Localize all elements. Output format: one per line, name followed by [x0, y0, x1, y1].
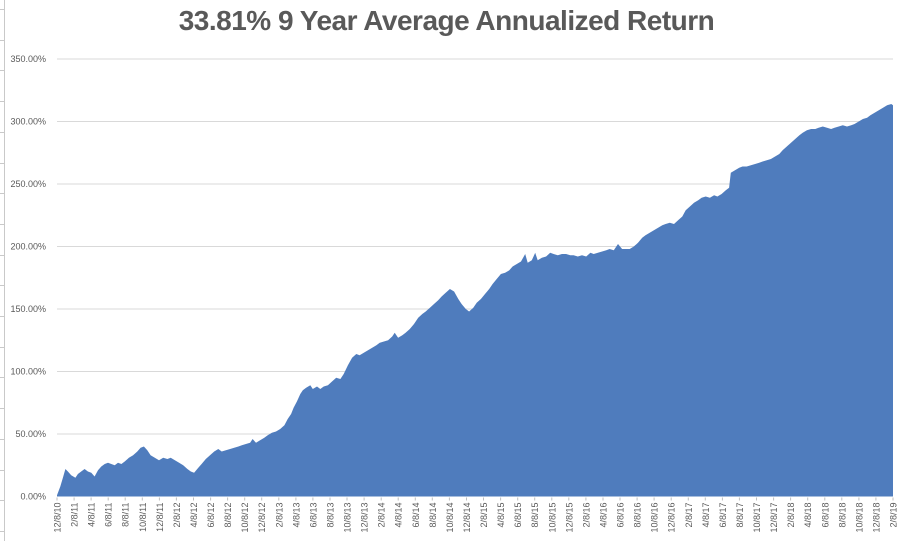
x-axis-label: 2/8/18: [786, 503, 796, 528]
x-axis-label: 2/8/15: [479, 503, 489, 528]
x-axis-label: 8/8/12: [223, 503, 233, 528]
x-axis-label: 2/8/13: [274, 503, 284, 528]
x-axis-label: 12/8/10: [53, 503, 63, 533]
x-axis-label: 10/8/13: [343, 503, 353, 533]
x-axis-label: 4/8/14: [394, 503, 404, 528]
x-axis-label: 2/8/17: [684, 503, 694, 528]
x-axis-label: 4/8/16: [599, 503, 609, 528]
ruler-tick: [0, 255, 4, 256]
x-axis-label: 4/8/12: [189, 503, 199, 528]
ruler-tick: [0, 40, 4, 41]
x-axis-label: 8/8/17: [735, 503, 745, 528]
x-axis-label: 6/8/16: [616, 503, 626, 528]
x-axis-label: 6/8/17: [718, 503, 728, 528]
x-axis-label: 12/8/15: [564, 503, 574, 533]
y-axis-label: 0.00%: [20, 492, 46, 502]
x-axis-label: 2/8/19: [889, 503, 899, 528]
x-axis-label: 2/8/14: [377, 503, 387, 528]
ruler-tick: [0, 101, 4, 102]
y-axis-label: 350.00%: [10, 54, 46, 64]
x-axis-label: 10/8/18: [854, 503, 864, 533]
x-axis-label: 4/8/13: [291, 503, 301, 528]
ruler-tick: [0, 408, 4, 409]
x-axis-label: 12/8/12: [257, 503, 267, 533]
y-axis-label: 200.00%: [10, 242, 46, 252]
x-axis-label: 10/8/16: [650, 503, 660, 533]
y-axis-label: 50.00%: [15, 429, 46, 439]
x-axis-label: 6/8/14: [411, 503, 421, 528]
y-axis-label: 100.00%: [10, 367, 46, 377]
x-axis-label: 12/8/14: [462, 503, 472, 533]
ruler-tick: [0, 70, 4, 71]
x-axis-label: 4/8/17: [701, 503, 711, 528]
x-axis-label: 10/8/15: [547, 503, 557, 533]
ruler-tick: [0, 531, 4, 532]
x-axis-label: 10/8/11: [138, 503, 148, 532]
x-axis-label: 12/8/16: [667, 503, 677, 533]
ruler-tick: [0, 132, 4, 133]
ruler-tick: [0, 224, 4, 225]
x-axis-label: 6/8/15: [513, 503, 523, 528]
ruler-tick: [0, 163, 4, 164]
x-axis-label: 6/8/18: [820, 503, 830, 528]
ruler-tick: [0, 470, 4, 471]
x-axis-label: 12/8/11: [155, 503, 165, 532]
ruler-tick: [0, 439, 4, 440]
x-axis-label: 10/8/12: [240, 503, 250, 533]
x-axis-label: 6/8/12: [206, 503, 216, 528]
y-axis-label: 300.00%: [10, 117, 46, 127]
y-axis-label: 150.00%: [10, 304, 46, 314]
x-axis-label: 8/8/16: [633, 503, 643, 528]
left-edge-ruler: [4, 0, 5, 541]
x-axis-label: 12/8/18: [871, 503, 881, 533]
x-axis-label: 12/8/17: [769, 503, 779, 533]
x-axis-label: 2/8/11: [70, 503, 80, 527]
ruler-tick: [0, 316, 4, 317]
x-axis-label: 4/8/15: [496, 503, 506, 528]
x-axis-label: 6/8/13: [308, 503, 318, 528]
ruler-tick: [0, 285, 4, 286]
chart-title: 33.81% 9 Year Average Annualized Return: [178, 5, 715, 36]
x-axis-label: 4/8/11: [87, 503, 97, 527]
x-axis-label: 8/8/18: [837, 503, 847, 528]
ruler-tick: [0, 377, 4, 378]
x-axis-label: 10/8/17: [752, 503, 762, 533]
x-axis-label: 6/8/11: [104, 503, 114, 527]
x-axis-label: 8/8/11: [121, 503, 131, 527]
ruler-tick: [0, 500, 4, 501]
y-axis-label: 250.00%: [10, 179, 46, 189]
x-axis-label: 10/8/14: [445, 503, 455, 533]
x-axis-label: 2/8/16: [581, 503, 591, 528]
x-axis-label: 8/8/14: [428, 503, 438, 528]
x-axis-label: 4/8/18: [803, 503, 813, 528]
ruler-tick: [0, 9, 4, 10]
ruler-tick: [0, 347, 4, 348]
ruler-tick: [0, 193, 4, 194]
x-axis-label: 12/8/13: [360, 503, 370, 533]
x-axis-label: 2/8/12: [172, 503, 182, 528]
x-axis-label: 8/8/13: [326, 503, 336, 528]
area-series: [57, 104, 893, 497]
x-axis-label: 8/8/15: [530, 503, 540, 528]
